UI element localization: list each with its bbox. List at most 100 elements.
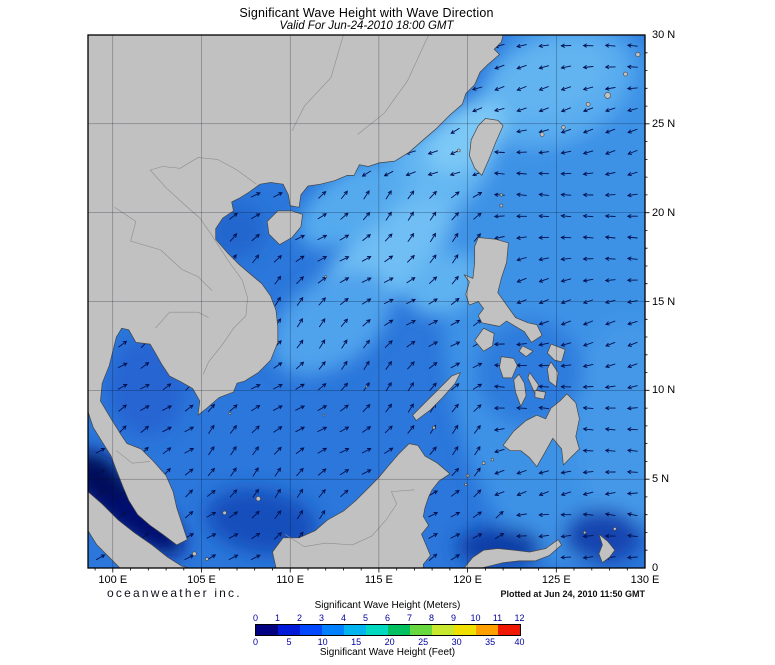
legend-color-cell <box>321 625 344 635</box>
island-dot <box>228 411 232 415</box>
land-sumatra <box>88 491 190 568</box>
legend-colorbar <box>254 624 521 636</box>
legend-feet-tick: 40 <box>514 637 525 647</box>
island-dot <box>205 557 209 561</box>
legend-feet-tick: 20 <box>384 637 395 647</box>
island-dot <box>604 92 612 99</box>
legend-color-cell <box>255 625 278 635</box>
legend-meters-tick: 8 <box>428 613 435 623</box>
lat-tick-label: 25 N <box>652 117 676 130</box>
legend-feet-tick: 5 <box>286 637 292 647</box>
legend-meters-tick: 0 <box>252 613 259 623</box>
legend-feet-tick: 30 <box>451 637 462 647</box>
island-dot <box>255 496 261 502</box>
legend-color-cell <box>475 625 498 635</box>
land-masbate <box>518 345 534 357</box>
legend-color-cell <box>343 625 366 635</box>
wave-map <box>87 34 650 573</box>
island-dot <box>612 527 617 531</box>
legend-meters-scale: 0 1 2 3 4 5 6 7 8 9 10 11 12 <box>252 613 525 623</box>
island-dot <box>365 385 368 388</box>
oceanweather-credit: oceanweather inc. <box>107 586 242 600</box>
island-dot <box>481 461 486 466</box>
figure-title: Significant Wave Height with Wave Direct… <box>239 6 494 20</box>
legend-meters-tick: 5 <box>362 613 369 623</box>
island-dot <box>324 275 327 278</box>
legend-meters-tick: 2 <box>296 613 303 623</box>
map-canvas <box>88 35 645 568</box>
lon-tick-label: 105 E <box>187 574 216 586</box>
legend-color-cell <box>497 625 520 635</box>
legend-meters-tick: 11 <box>492 613 503 623</box>
land-halmahera <box>598 533 616 564</box>
land-borneo <box>272 443 451 568</box>
figure-subtitle: Valid For Jun-24-2010 18:00 GMT <box>279 20 454 32</box>
legend-meters-tick: 10 <box>470 613 481 623</box>
axis-ticks <box>94 52 650 573</box>
island-dot <box>490 458 495 462</box>
lon-tick-label: 100 E <box>98 574 128 586</box>
island-dot <box>322 414 326 417</box>
legend-color-cell <box>387 625 410 635</box>
lon-tick-label: 115 E <box>364 574 393 586</box>
island-dot <box>561 125 566 130</box>
island-dot <box>585 102 591 107</box>
legend-meters-tick: 12 <box>514 613 525 623</box>
island-dot <box>222 510 227 516</box>
land-palawan <box>412 372 461 421</box>
land-mindoro <box>474 327 495 352</box>
legend-meters-tick: 4 <box>340 613 347 623</box>
lon-tick-label: 110 E <box>276 574 305 586</box>
island-dot <box>635 51 641 57</box>
lat-tick-label: 0 <box>652 562 659 574</box>
land-mindanao <box>502 393 580 468</box>
legend-meters-tick: 9 <box>450 613 457 623</box>
plotted-timestamp: Plotted at Jun 24, 2010 11:50 GMT <box>500 589 645 599</box>
legend-color-cell <box>277 625 300 635</box>
legend-meters-tick: 3 <box>318 613 325 623</box>
island-dot <box>456 148 461 153</box>
legend-color-cell <box>453 625 476 635</box>
lat-tick-label: 10 N <box>652 384 676 397</box>
lat-tick-label: 5 N <box>652 473 670 486</box>
legend-color-cell <box>299 625 322 635</box>
legend-feet-tick: 15 <box>351 637 362 647</box>
map-area <box>87 34 650 573</box>
island-dot <box>192 551 197 557</box>
land-layer <box>88 35 641 568</box>
island-dot <box>623 71 628 77</box>
legend-meters-tick: 7 <box>406 613 413 623</box>
legend-color-cell <box>409 625 432 635</box>
island-dot <box>539 132 545 137</box>
land-sulawesi <box>463 539 562 568</box>
island-dot <box>499 203 504 208</box>
land-bohol <box>534 389 547 400</box>
lon-tick-label: 120 E <box>453 574 482 586</box>
land-panay <box>499 356 518 379</box>
island-dot <box>432 425 436 430</box>
legend-feet-scale: 0 5 10 15 20 25 30 35 40 <box>253 637 525 647</box>
land-mainland <box>88 35 504 546</box>
lon-tick-label: 125 E <box>541 574 571 586</box>
land-leyte <box>547 361 559 388</box>
longitude-axis: 100 E 105 E 110 E 115 E 120 E 125 E 130 E <box>88 574 659 588</box>
legend-meters-label: Significant Wave Height (Meters) <box>314 600 461 611</box>
legend-feet-label: Significant Wave Height (Feet) <box>319 647 456 658</box>
island-dot <box>464 482 468 486</box>
legend-color-cell <box>365 625 388 635</box>
lat-tick-label: 20 N <box>652 206 676 219</box>
graticule <box>88 35 645 568</box>
island-dot <box>499 193 503 197</box>
latitude-axis: 30 N 25 N 20 N 15 N 10 N 5 N 0 <box>652 29 697 574</box>
country-borders <box>114 35 429 548</box>
legend-meters-tick: 1 <box>274 613 281 623</box>
lon-tick-label: 130 E <box>630 574 660 586</box>
legend-feet-tick: 25 <box>418 637 429 647</box>
legend-color-cell <box>431 625 454 635</box>
lat-tick-label: 30 N <box>652 29 676 41</box>
island-dot <box>583 530 587 535</box>
lat-tick-label: 15 N <box>652 295 676 308</box>
land-hainan <box>266 210 303 245</box>
